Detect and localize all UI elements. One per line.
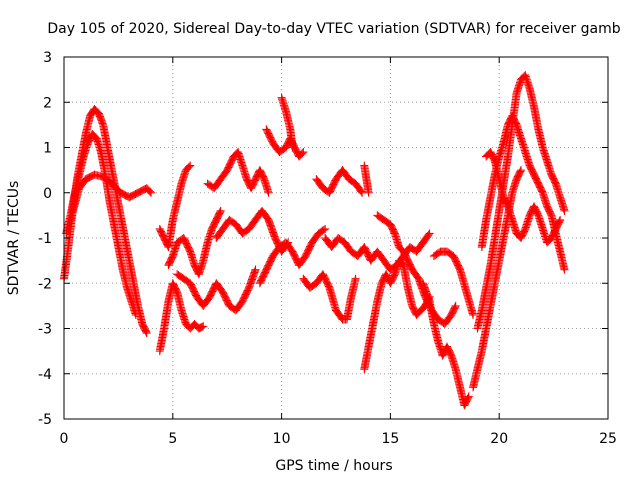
x-tick-label: 25 xyxy=(599,431,617,447)
x-tick-label: 5 xyxy=(168,431,177,447)
x-tick-label: 15 xyxy=(381,431,399,447)
y-tick-label: -1 xyxy=(38,231,52,247)
y-tick-label: -3 xyxy=(38,322,52,338)
y-tick-label: -5 xyxy=(38,412,52,428)
chart-root: 0 5 10 15 20 25 -5 -4 -3 -2 -1 0 1 2 3 Day 105 of 2020… xyxy=(0,0,640,480)
y-tick-label: 2 xyxy=(43,95,52,111)
x-tick-label: 10 xyxy=(273,431,291,447)
y-tick-label: 3 xyxy=(43,50,52,66)
y-tick-label: -2 xyxy=(38,276,52,292)
x-axis-label: GPS time / hours xyxy=(275,458,392,474)
x-tick-label: 20 xyxy=(490,431,508,447)
y-axis-label: SDTVAR / TECUs xyxy=(6,181,22,296)
y-tick-label: 1 xyxy=(43,141,52,157)
chart-figure: 0 5 10 15 20 25 -5 -4 -3 -2 -1 0 1 2 3 Day 105 of 2020… xyxy=(0,0,640,480)
y-tick-label: -4 xyxy=(38,367,52,383)
x-tick-label: 0 xyxy=(60,431,69,447)
y-tick-label: 0 xyxy=(43,186,52,202)
chart-title: Day 105 of 2020, Sidereal Day-to-day VTE… xyxy=(47,21,620,37)
